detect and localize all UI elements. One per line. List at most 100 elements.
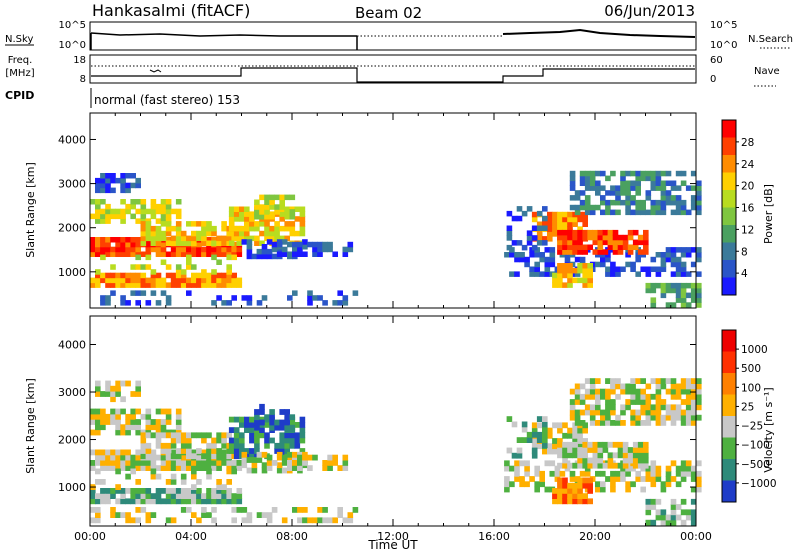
power-cell: [100, 295, 106, 301]
power-cell: [105, 203, 111, 210]
velocity-cell: [135, 385, 141, 392]
velocity-cell: [670, 476, 677, 482]
power-cell: [110, 272, 116, 279]
velocity-cell: [643, 452, 649, 459]
power-cell: [150, 246, 157, 253]
velocity-cell: [542, 442, 548, 449]
power-cell: [160, 251, 167, 257]
power-cell: [552, 272, 558, 279]
power-ylabel: Slant Range [km]: [24, 162, 37, 258]
velocity-cell: [547, 448, 553, 455]
power-cell: [206, 240, 212, 246]
velocity-cell: [175, 413, 182, 420]
power-cell: [201, 221, 207, 227]
power-cell: [690, 204, 697, 211]
power-cell: [110, 187, 116, 194]
power-cell: [211, 254, 217, 261]
velocity-cell: [299, 448, 306, 454]
velocity-cell: [562, 422, 568, 429]
velocity-cell: [226, 432, 232, 439]
power-cell: [577, 216, 583, 223]
power-cell: [125, 277, 131, 284]
power-cell: [665, 170, 672, 177]
velocity-cell: [90, 429, 96, 436]
velocity-cell: [95, 413, 101, 420]
velocity-cell: [600, 481, 606, 488]
velocity-cell: [241, 507, 248, 513]
velocity-cell: [660, 378, 667, 384]
velocity-cell: [274, 442, 280, 449]
velocity-cell: [125, 454, 131, 461]
power-cell: [95, 277, 101, 284]
velocity-cell: [587, 498, 593, 505]
power-cell: [640, 209, 646, 216]
velocity-cell: [509, 481, 515, 488]
velocity-cell: [625, 383, 631, 390]
velocity-cell: [175, 460, 182, 466]
velocity-cell: [595, 393, 601, 400]
velocity-cell: [562, 482, 568, 489]
power-cell: [231, 295, 237, 301]
power-cell: [632, 244, 639, 250]
power-cell: [670, 247, 677, 253]
power-cell: [337, 300, 343, 306]
power-cell: [95, 208, 101, 215]
power-cell: [160, 277, 167, 284]
velocity-cell: [539, 470, 545, 477]
power-cell: [602, 234, 609, 241]
velocity-cell: [170, 479, 177, 485]
power-cell: [670, 302, 677, 308]
nave-step: [91, 67, 695, 83]
velocity-cell: [640, 486, 646, 493]
velocity-cell: [302, 460, 308, 466]
velocity-cell: [145, 442, 152, 449]
velocity-cell: [254, 448, 260, 454]
velocity-cell: [206, 460, 212, 466]
power-cell: [155, 225, 162, 232]
velocity-cell: [191, 449, 197, 456]
power-cell: [228, 221, 235, 227]
velocity-cell: [216, 448, 222, 454]
velocity-cell: [521, 437, 528, 443]
velocity-cell: [675, 470, 682, 477]
velocity-cell: [90, 460, 96, 466]
velocity-cell: [569, 414, 576, 421]
velocity-cell: [165, 408, 172, 415]
velocity-cell: [226, 453, 232, 460]
velocity-cell: [544, 460, 551, 467]
velocity-cell: [542, 426, 548, 433]
velocity-cell: [231, 507, 237, 513]
velocity-cell: [150, 419, 157, 425]
velocity-cell: [259, 403, 265, 410]
velocity-cell: [233, 448, 240, 454]
power-cell: [660, 292, 667, 299]
velocity-cell: [186, 448, 192, 454]
power-cell: [170, 225, 177, 232]
velocity-cell: [536, 443, 543, 450]
power-cell: [110, 251, 116, 257]
power-cell: [226, 300, 232, 306]
power-cell: [120, 246, 126, 253]
velocity-cell: [562, 493, 568, 499]
power-cell: [100, 246, 106, 253]
power-cell: [211, 282, 217, 288]
power-cell: [536, 240, 543, 246]
velocity-cell: [645, 519, 652, 526]
velocity-cell: [125, 488, 131, 494]
velocity-cell: [610, 383, 616, 390]
velocity-cell: [635, 388, 641, 395]
velocity-cell: [140, 432, 147, 439]
velocity-cell: [665, 404, 672, 411]
power-cell: [574, 271, 581, 277]
power-cell: [595, 261, 601, 268]
power-cell: [264, 194, 270, 201]
velocity-cell: [577, 462, 583, 469]
power-cell: [100, 218, 106, 224]
velocity-cell: [160, 488, 167, 494]
velocity-cell: [519, 476, 525, 482]
velocity-cell: [660, 519, 667, 526]
velocity-cell: [637, 457, 644, 464]
power-cell: [544, 247, 551, 253]
velocity-cell: [297, 507, 303, 513]
power-cell: [241, 239, 248, 245]
